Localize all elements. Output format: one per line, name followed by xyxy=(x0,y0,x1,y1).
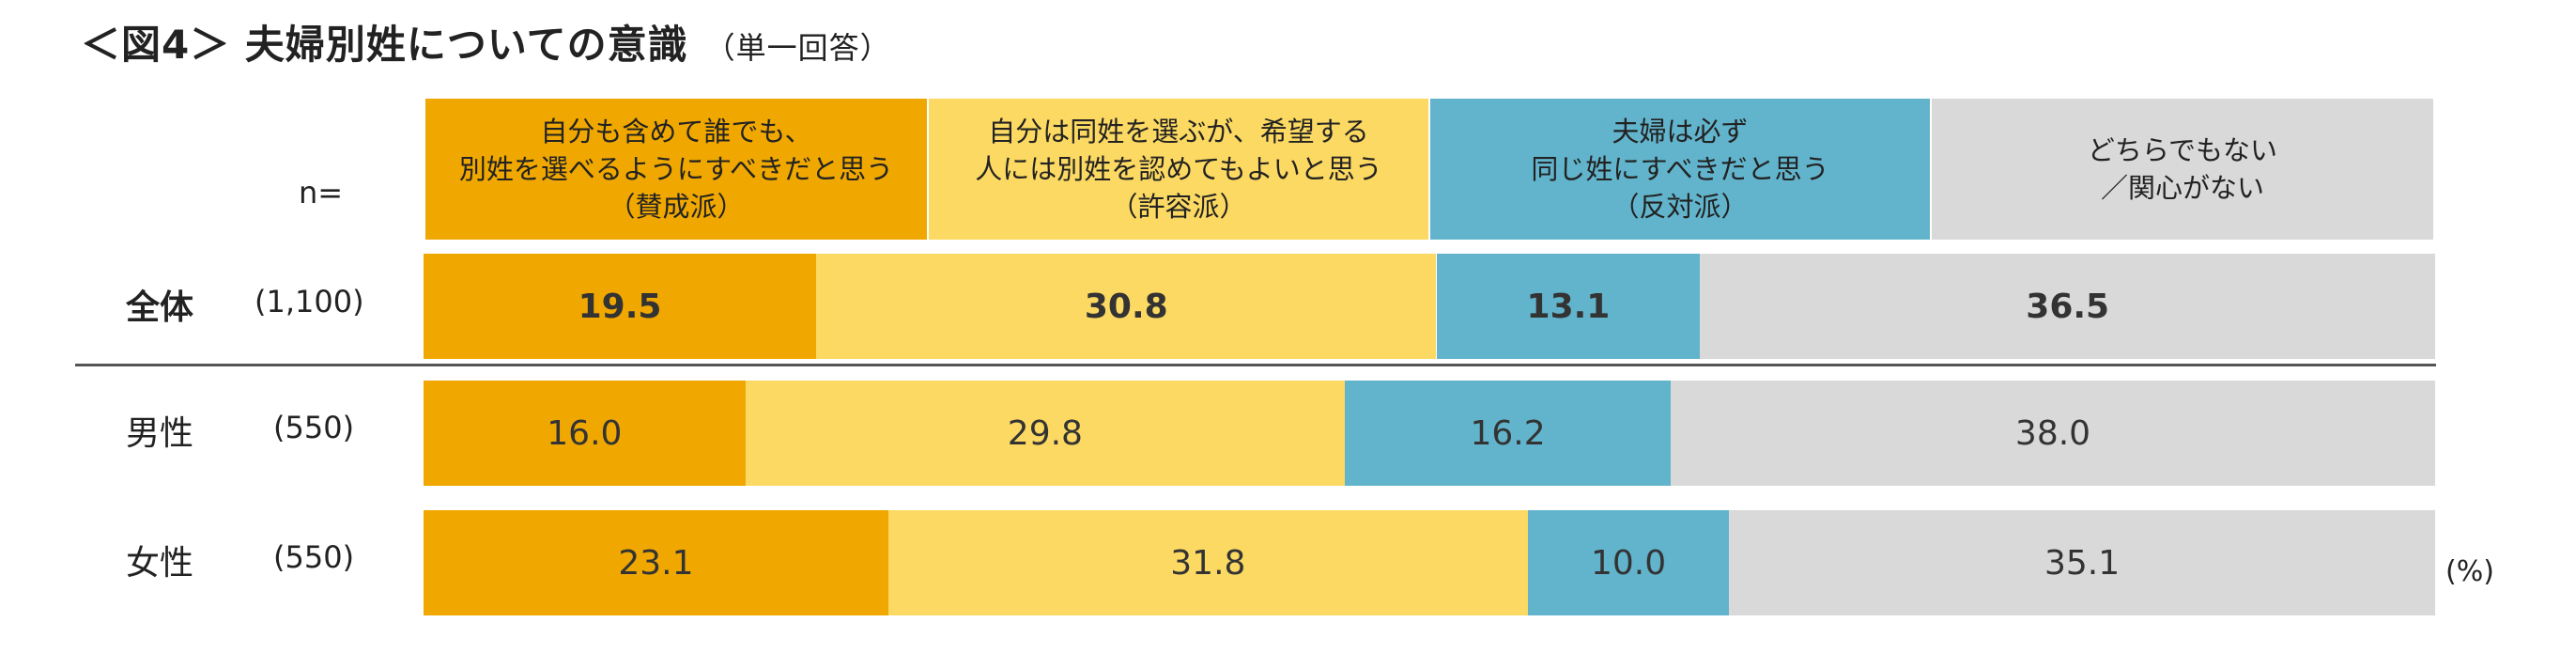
bar-segment-neither: 35.1 xyxy=(1729,510,2435,615)
legend-header-line: ／関心がない xyxy=(2100,172,2264,204)
data-label: 13.1 xyxy=(1526,287,1611,326)
data-label: 30.8 xyxy=(1084,287,1168,326)
divider-line xyxy=(75,364,2436,366)
legend-header-line: （反対派） xyxy=(1612,191,1749,223)
data-label: 16.0 xyxy=(547,413,623,453)
unit-label: (%) xyxy=(2445,555,2494,588)
data-label: 10.0 xyxy=(1590,543,1667,583)
bar-segment-agree: 16.0 xyxy=(424,381,746,486)
legend-header-line: 自分も含めて誰でも、 xyxy=(540,115,812,148)
row-n-total: (1,100) xyxy=(255,284,364,319)
legend-header-line: 自分は同姓を選ぶが、希望する xyxy=(988,115,1369,148)
legend-header-line: 夫婦は必ず xyxy=(1612,115,1749,148)
data-label: 19.5 xyxy=(578,287,662,326)
data-label: 31.8 xyxy=(1170,543,1246,583)
legend-header-line: （賛成派） xyxy=(608,191,745,223)
bar-segment-oppose: 10.0 xyxy=(1527,510,1730,615)
row-label-male: 男性 xyxy=(126,414,194,453)
data-label: 38.0 xyxy=(2014,413,2091,453)
legend-header-tolerate: 自分は同姓を選ぶが、希望する 人には別姓を認めてもよいと思う （許容派） xyxy=(929,99,1428,240)
legend-header-oppose: 夫婦は必ず 同じ姓にすべきだと思う （反対派） xyxy=(1430,99,1930,240)
bar-segment-neither: 36.5 xyxy=(1700,254,2435,359)
legend-header-agree: 自分も含めて誰でも、 別姓を選べるようにすべきだと思う （賛成派） xyxy=(425,99,927,240)
data-label: 16.2 xyxy=(1470,413,1546,453)
row-n-male: (550) xyxy=(273,410,355,445)
chart-title-main: ＜図4＞ 夫婦別姓についての意識 xyxy=(81,22,688,68)
legend-header-neither: どちらでもない ／関心がない xyxy=(1932,99,2433,240)
legend-header-line: どちらでもない xyxy=(2087,133,2278,166)
bar-segment-tolerate: 31.8 xyxy=(887,510,1528,615)
n-label: n= xyxy=(299,175,344,210)
bar-row-male: 16.0 29.8 16.2 38.0 xyxy=(424,381,2435,486)
data-label: 23.1 xyxy=(618,543,694,583)
legend-header-line: （許容派） xyxy=(1110,191,1247,223)
row-label-female: 女性 xyxy=(126,544,194,583)
bar-segment-agree: 23.1 xyxy=(424,510,888,615)
row-label-total: 全体 xyxy=(126,288,194,327)
bar-row-total: 19.5 30.8 13.1 36.5 xyxy=(424,254,2435,359)
bar-segment-agree: 19.5 xyxy=(424,254,817,359)
chart-title-sub: （単一回答） xyxy=(704,30,891,66)
data-label: 29.8 xyxy=(1007,413,1083,453)
legend-header-line: 別姓を選べるようにすべきだと思う xyxy=(458,152,894,185)
legend-header-line: 人には別姓を認めてもよいと思う xyxy=(975,152,1382,185)
data-label: 36.5 xyxy=(2026,287,2110,326)
bar-segment-neither: 38.0 xyxy=(1671,381,2435,486)
legend-header-line: 同じ姓にすべきだと思う xyxy=(1531,152,1829,185)
bar-segment-oppose: 16.2 xyxy=(1345,381,1672,486)
bar-row-female: 23.1 31.8 10.0 35.1 xyxy=(424,510,2435,615)
data-label: 35.1 xyxy=(2044,543,2121,583)
bar-segment-tolerate: 29.8 xyxy=(745,381,1346,486)
chart-title: ＜図4＞ 夫婦別姓についての意識 （単一回答） xyxy=(81,13,891,70)
bar-segment-oppose: 13.1 xyxy=(1436,254,1701,359)
bar-segment-tolerate: 30.8 xyxy=(816,254,1437,359)
row-n-female: (550) xyxy=(273,539,355,575)
